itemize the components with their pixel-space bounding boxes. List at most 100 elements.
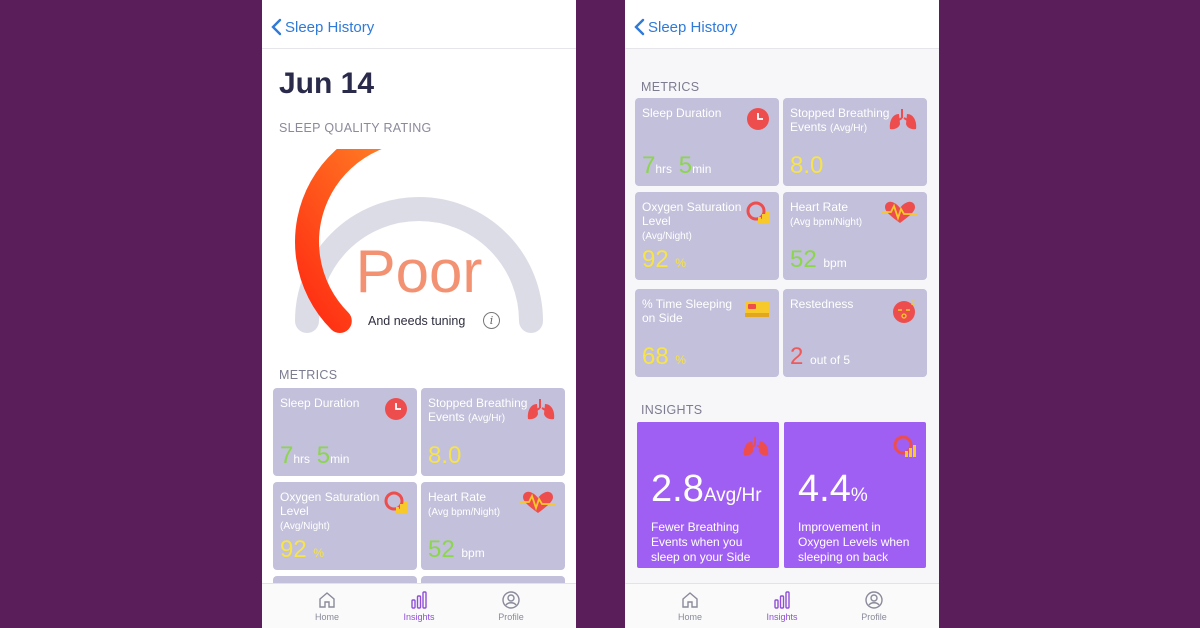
info-icon[interactable]: i (483, 312, 500, 329)
heart-rate-icon (882, 201, 918, 223)
metric-value-minutes: 5 (678, 152, 693, 179)
metric-card-partial (273, 576, 417, 584)
tab-insights[interactable]: Insights (752, 590, 812, 622)
tab-insights[interactable]: Insights (389, 590, 449, 622)
heart-rate-icon (520, 491, 556, 513)
back-button[interactable]: Sleep History (270, 18, 374, 36)
metric-card-heart-rate[interactable]: Heart Rate (Avg bpm/Night) 52 bpm (783, 192, 927, 280)
metric-card-restedness[interactable]: Restedness 2 out of 5 z (783, 289, 927, 377)
metric-value: 92 % (642, 246, 687, 273)
sleep-quality-rating: Poor (355, 238, 483, 305)
metric-value: 7hrs 5min (280, 442, 349, 470)
clock-icon (747, 108, 769, 130)
oxygen-icon (893, 435, 916, 457)
metric-card-stopped-breathing[interactable]: Stopped Breathing Events (Avg/Hr) 8.0 (421, 388, 565, 476)
metric-card-side-sleeping[interactable]: % Time Sleeping on Side 68 % (635, 289, 779, 377)
bar-chart-icon (774, 591, 790, 609)
metric-card-stopped-breathing[interactable]: Stopped Breathing Events (Avg/Hr) 8.0 (783, 98, 927, 186)
nav-bar: Sleep History (262, 0, 576, 49)
insight-value: 2.8Avg/Hr (651, 468, 762, 510)
tab-label: Profile (498, 612, 524, 622)
metric-unit-hours: hrs (293, 452, 311, 466)
tab-bar: Home Insights Profile (625, 583, 939, 628)
chevron-left-icon (271, 18, 282, 36)
nav-bar: Sleep History (625, 0, 939, 49)
metric-label: Restedness (790, 297, 854, 311)
metric-card-heart-rate[interactable]: Heart Rate (Avg bpm/Night) 52 bpm (421, 482, 565, 570)
metric-unit-minutes: min (692, 162, 712, 176)
metric-value: 8.0 (428, 442, 462, 469)
tab-profile[interactable]: Profile (844, 590, 904, 622)
profile-icon (865, 591, 883, 609)
metric-value: 7hrs 5min (642, 152, 711, 180)
tab-label: Profile (861, 612, 887, 622)
metric-value: 52 bpm (790, 246, 847, 273)
metric-label: Sleep Duration (642, 106, 722, 120)
metric-card-oxygen[interactable]: Oxygen Saturation Level (Avg/Night) 92 % (273, 482, 417, 570)
metric-card-sleep-duration[interactable]: Sleep Duration 7hrs 5min (635, 98, 779, 186)
metric-label: % Time Sleeping on Side (642, 297, 733, 325)
phone-screen-left: Sleep History Jun 14 SLEEP QUALITY RATIN… (262, 0, 576, 628)
tab-bar: Home Insights Profile (262, 583, 576, 628)
back-button[interactable]: Sleep History (633, 18, 737, 36)
insight-description: Fewer Breathing Events when you sleep on… (651, 520, 751, 564)
tab-profile[interactable]: Profile (481, 590, 541, 622)
tab-label: Home (314, 612, 339, 622)
metric-unit-hours: hrs (655, 162, 673, 176)
home-icon (682, 592, 698, 608)
oxygen-icon (746, 201, 769, 223)
metric-label: Heart Rate (Avg bpm/Night) (428, 490, 501, 518)
metric-value-minutes: 5 (316, 442, 331, 469)
metric-value: 92 % (280, 536, 325, 563)
metric-label: Oxygen Saturation Level (Avg/Night) (280, 490, 380, 532)
lungs-icon (743, 436, 769, 456)
chevron-left-icon (634, 18, 645, 36)
insight-card-oxygen[interactable]: 4.4% Improvement in Oxygen Levels when s… (784, 422, 926, 568)
svg-text:z: z (911, 298, 915, 307)
sleep-quality-subtext: And needs tuning (368, 314, 466, 328)
sleep-quality-gauge (295, 149, 543, 333)
metric-value-hours: 7 (642, 152, 656, 179)
back-button-label: Sleep History (648, 18, 738, 36)
lungs-icon (889, 109, 917, 130)
metric-card-sleep-duration[interactable]: Sleep Duration 7hrs 5min (273, 388, 417, 476)
tab-label: Insights (766, 612, 798, 622)
sleepy-face-icon: z (893, 298, 915, 323)
metric-label: Stopped Breathing Events (Avg/Hr) (428, 396, 528, 424)
tab-label: Insights (403, 612, 435, 622)
metrics-heading: METRICS (279, 368, 338, 382)
lungs-icon (527, 399, 555, 420)
metric-unit-minutes: min (330, 452, 350, 466)
metric-value: 68 % (642, 343, 687, 370)
insight-value: 4.4% (798, 468, 868, 510)
bed-icon (745, 301, 769, 317)
insight-description: Improvement in Oxygen Levels when sleepi… (798, 520, 910, 564)
metric-label: Stopped Breathing Events (Avg/Hr) (790, 106, 890, 134)
metric-value-hours: 7 (280, 442, 294, 469)
tab-home[interactable]: Home (297, 590, 357, 622)
metric-card-partial (421, 576, 565, 584)
metric-value: 52 bpm (428, 536, 485, 563)
gauge-fill (295, 149, 382, 333)
phone-screen-right: Sleep History METRICS Sleep Duration 7hr… (625, 0, 939, 628)
profile-icon (502, 591, 520, 609)
content-area: Jun 14 SLEEP QUALITY RATING Poor And nee… (262, 49, 576, 584)
bar-chart-icon (411, 591, 427, 609)
metric-label: Oxygen Saturation Level (Avg/Night) (642, 200, 742, 242)
tab-home[interactable]: Home (660, 590, 720, 622)
sleep-quality-heading: SLEEP QUALITY RATING (279, 121, 432, 135)
metric-card-oxygen[interactable]: Oxygen Saturation Level (Avg/Night) 92 % (635, 192, 779, 280)
metric-label: Sleep Duration (280, 396, 360, 410)
insight-card-breathing[interactable]: 2.8Avg/Hr Fewer Breathing Events when yo… (637, 422, 779, 568)
page-title: Jun 14 (279, 67, 375, 100)
metric-value: 2 out of 5 (790, 343, 851, 370)
metric-value: 8.0 (790, 152, 824, 179)
tab-label: Home (677, 612, 702, 622)
home-icon (319, 592, 335, 608)
metrics-heading: METRICS (641, 80, 700, 94)
metric-label: Heart Rate (Avg bpm/Night) (790, 200, 863, 228)
back-button-label: Sleep History (285, 18, 375, 36)
clock-icon (385, 398, 407, 420)
insights-heading: INSIGHTS (641, 403, 703, 417)
content-area: METRICS Sleep Duration 7hrs 5min Stopped… (625, 49, 939, 584)
